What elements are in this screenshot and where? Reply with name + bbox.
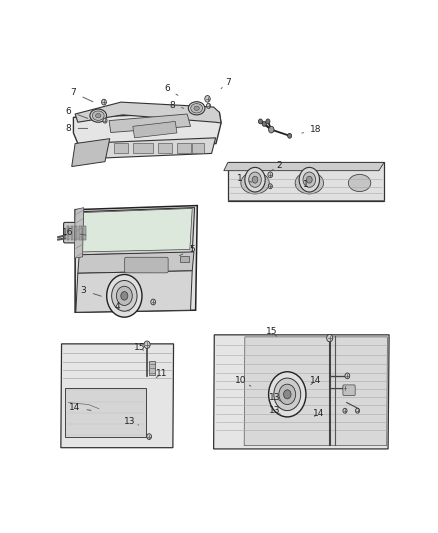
Text: 18: 18 bbox=[302, 125, 322, 134]
Circle shape bbox=[343, 408, 347, 413]
Ellipse shape bbox=[92, 111, 104, 120]
Bar bbox=[192, 143, 204, 154]
Polygon shape bbox=[74, 112, 221, 147]
Text: 16: 16 bbox=[62, 228, 86, 237]
Ellipse shape bbox=[95, 114, 101, 118]
Polygon shape bbox=[82, 208, 192, 252]
Circle shape bbox=[307, 176, 312, 183]
Text: 7: 7 bbox=[221, 78, 231, 88]
Circle shape bbox=[268, 126, 274, 133]
Ellipse shape bbox=[295, 172, 324, 194]
Circle shape bbox=[356, 408, 360, 413]
Circle shape bbox=[252, 176, 258, 183]
Circle shape bbox=[144, 341, 150, 349]
FancyBboxPatch shape bbox=[64, 222, 91, 243]
Text: 15: 15 bbox=[265, 327, 277, 336]
Bar bbox=[75, 227, 78, 240]
Circle shape bbox=[274, 378, 301, 410]
Text: 2: 2 bbox=[271, 161, 282, 171]
Bar bbox=[65, 388, 146, 438]
Bar bbox=[83, 227, 86, 240]
Circle shape bbox=[279, 384, 296, 405]
Circle shape bbox=[147, 434, 152, 440]
Text: 14: 14 bbox=[69, 403, 91, 413]
Text: 1: 1 bbox=[296, 180, 309, 189]
Circle shape bbox=[258, 119, 262, 124]
Polygon shape bbox=[224, 163, 384, 171]
Polygon shape bbox=[244, 337, 387, 446]
Text: 5: 5 bbox=[180, 245, 195, 256]
Text: 14: 14 bbox=[311, 376, 322, 385]
Bar bbox=[133, 143, 153, 154]
Polygon shape bbox=[74, 207, 84, 258]
Text: 13: 13 bbox=[269, 393, 280, 402]
Circle shape bbox=[288, 133, 292, 138]
Text: 1: 1 bbox=[237, 174, 251, 183]
Circle shape bbox=[268, 372, 306, 417]
Circle shape bbox=[117, 286, 132, 305]
Text: 10: 10 bbox=[235, 376, 251, 386]
Circle shape bbox=[103, 118, 107, 123]
Circle shape bbox=[345, 373, 350, 379]
Circle shape bbox=[121, 292, 128, 300]
Text: 8: 8 bbox=[169, 101, 184, 109]
Ellipse shape bbox=[191, 103, 203, 113]
Circle shape bbox=[107, 274, 142, 317]
Circle shape bbox=[245, 167, 265, 192]
Polygon shape bbox=[75, 102, 221, 123]
Text: 6: 6 bbox=[65, 107, 88, 118]
Circle shape bbox=[112, 280, 137, 311]
Circle shape bbox=[343, 386, 347, 391]
Circle shape bbox=[327, 334, 333, 342]
Text: 11: 11 bbox=[156, 369, 167, 378]
Polygon shape bbox=[214, 335, 389, 449]
Bar bbox=[177, 143, 191, 154]
Polygon shape bbox=[76, 271, 192, 312]
Circle shape bbox=[151, 299, 155, 305]
Bar bbox=[71, 227, 74, 240]
Text: 13: 13 bbox=[269, 406, 280, 415]
Text: 6: 6 bbox=[164, 84, 178, 95]
Polygon shape bbox=[78, 252, 194, 273]
Bar bbox=[158, 143, 172, 154]
Ellipse shape bbox=[90, 109, 106, 122]
Circle shape bbox=[205, 95, 210, 102]
Text: 4: 4 bbox=[115, 302, 130, 311]
Circle shape bbox=[262, 122, 266, 126]
Text: 8: 8 bbox=[65, 124, 88, 133]
Circle shape bbox=[268, 172, 273, 177]
FancyBboxPatch shape bbox=[125, 257, 168, 273]
Text: 14: 14 bbox=[313, 409, 325, 418]
Ellipse shape bbox=[188, 102, 205, 115]
Bar bbox=[79, 227, 81, 240]
Polygon shape bbox=[109, 114, 191, 133]
Polygon shape bbox=[75, 206, 197, 312]
Text: 3: 3 bbox=[81, 286, 101, 296]
Polygon shape bbox=[228, 163, 384, 201]
Circle shape bbox=[102, 99, 106, 105]
Circle shape bbox=[206, 103, 211, 108]
Circle shape bbox=[299, 167, 319, 192]
Bar bbox=[114, 143, 128, 154]
Text: 15: 15 bbox=[134, 343, 145, 352]
Circle shape bbox=[303, 172, 316, 187]
Bar bbox=[180, 256, 189, 262]
Bar bbox=[149, 361, 155, 375]
Polygon shape bbox=[72, 139, 110, 166]
Circle shape bbox=[249, 172, 261, 187]
Text: 7: 7 bbox=[71, 88, 93, 102]
Circle shape bbox=[266, 119, 270, 124]
Polygon shape bbox=[133, 122, 177, 138]
Polygon shape bbox=[75, 138, 215, 159]
Bar bbox=[67, 227, 69, 240]
Ellipse shape bbox=[241, 172, 269, 194]
Ellipse shape bbox=[348, 174, 371, 191]
FancyBboxPatch shape bbox=[343, 385, 355, 395]
Polygon shape bbox=[61, 344, 173, 448]
Circle shape bbox=[268, 184, 272, 189]
Polygon shape bbox=[78, 207, 194, 255]
Ellipse shape bbox=[194, 106, 199, 110]
Circle shape bbox=[283, 390, 291, 399]
Text: 13: 13 bbox=[124, 417, 139, 426]
